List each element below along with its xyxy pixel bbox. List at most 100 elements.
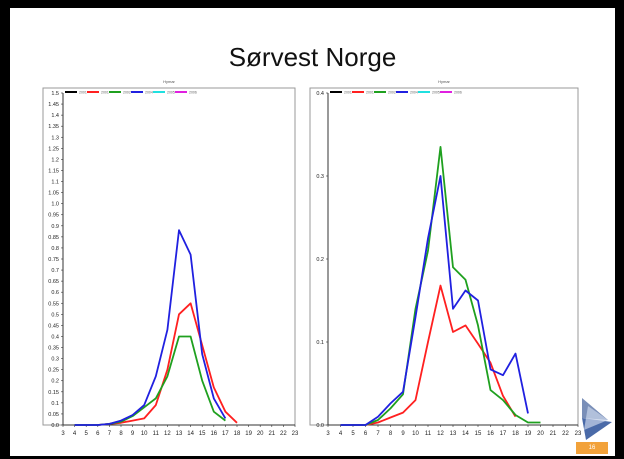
- x-tick-label: 11: [153, 431, 160, 437]
- x-tick-label: 19: [525, 431, 532, 437]
- y-tick-label: 0.3: [316, 174, 324, 180]
- x-tick-label: 20: [537, 431, 544, 437]
- x-tick-label: 15: [199, 431, 206, 437]
- x-tick-label: 18: [512, 431, 519, 437]
- x-tick-label: 15: [475, 431, 482, 437]
- y-tick-label: 0.9: [51, 224, 59, 230]
- y-tick-label: 1.5: [51, 91, 59, 97]
- legend-label: 2002: [123, 91, 131, 95]
- y-tick-label: 1.0: [51, 202, 59, 208]
- x-tick-label: 23: [575, 431, 582, 437]
- y-tick-label: 0.95: [48, 213, 59, 219]
- y-tick-label: 0.6: [51, 290, 59, 296]
- x-tick-label: 6: [96, 431, 100, 437]
- legend-label: 2001: [344, 91, 352, 95]
- series-line: [74, 229, 227, 426]
- y-tick-label: 0.35: [48, 346, 59, 352]
- y-tick-label: 0.85: [48, 235, 59, 241]
- x-tick-label: 12: [437, 431, 444, 437]
- y-tick-label: 1.2: [51, 157, 59, 163]
- y-tick-label: 1.1: [51, 180, 59, 186]
- x-tick-label: 13: [450, 431, 457, 437]
- chart-frame: [309, 87, 579, 426]
- slide: Sørvest Norge Hymar 0.0 0.05 0.1 0.15 0.2 0.25…: [10, 8, 615, 456]
- y-tick-label: 1.4: [51, 113, 59, 119]
- x-tick-label: 10: [141, 431, 148, 437]
- x-tick-label: 23: [292, 431, 299, 437]
- y-tick-label: 0.25: [48, 368, 59, 374]
- legend-label: 2005: [167, 91, 175, 95]
- x-tick-label: 16: [487, 431, 494, 437]
- legend-label: 2002: [388, 91, 396, 95]
- y-tick-label: 1.45: [48, 102, 59, 108]
- x-tick-label: 21: [550, 431, 557, 437]
- legend-label: 2001: [101, 91, 109, 95]
- y-tick-label: 0.55: [48, 301, 59, 307]
- y-tick-label: 0.0: [316, 423, 324, 429]
- y-tick-label: 0.8: [51, 246, 59, 252]
- x-tick-label: 22: [280, 431, 287, 437]
- y-tick-label: 0.3: [51, 357, 59, 363]
- x-tick-label: 6: [364, 431, 368, 437]
- x-tick-label: 7: [108, 431, 112, 437]
- x-tick-label: 10: [412, 431, 419, 437]
- y-tick-label: 1.3: [51, 135, 59, 141]
- y-tick-label: 0.15: [48, 390, 59, 396]
- y-tick-label: 1.15: [48, 168, 59, 174]
- x-tick-label: 4: [73, 431, 77, 437]
- legend-label: 2006: [189, 91, 197, 95]
- y-tick-label: 0.75: [48, 257, 59, 263]
- x-tick-label: 13: [176, 431, 183, 437]
- x-tick-label: 17: [500, 431, 507, 437]
- page-number: 16: [576, 442, 608, 454]
- legend-label: 2001: [366, 91, 374, 95]
- x-tick-label: 12: [164, 431, 171, 437]
- x-tick-label: 14: [187, 431, 194, 437]
- x-tick-label: 22: [562, 431, 569, 437]
- y-tick-label: 1.25: [48, 146, 59, 152]
- x-tick-label: 3: [326, 431, 330, 437]
- series-line: [340, 175, 529, 426]
- x-tick-label: 8: [119, 431, 123, 437]
- legend-label: 2001: [79, 91, 87, 95]
- y-tick-label: 0.0: [51, 423, 59, 429]
- y-tick-label: 0.1: [51, 401, 59, 407]
- x-tick-label: 19: [245, 431, 252, 437]
- x-tick-label: 20: [257, 431, 264, 437]
- y-tick-label: 0.4: [316, 91, 324, 97]
- x-tick-label: 3: [61, 431, 65, 437]
- x-tick-label: 16: [210, 431, 217, 437]
- x-tick-label: 5: [85, 431, 89, 437]
- chart-2: Hymar 0.0 0.1 0.2 0.3 0.4 3 4 5 6 7 8 9 10 11 12 13 14 15 1…: [309, 79, 582, 437]
- y-tick-label: 0.7: [51, 268, 59, 274]
- legend-label: 2006: [454, 91, 462, 95]
- y-tick-label: 0.65: [48, 279, 59, 285]
- y-tick-label: 0.4: [51, 334, 59, 340]
- x-tick-label: 9: [401, 431, 405, 437]
- x-tick-label: 5: [351, 431, 355, 437]
- chart-frame: [42, 87, 296, 426]
- charts-canvas: Hymar0.00.050.10.150.20.250.30.350.40.45…: [42, 79, 582, 437]
- y-tick-label: 0.45: [48, 323, 59, 329]
- x-tick-label: 7: [376, 431, 380, 437]
- legend-label: 2005: [432, 91, 440, 95]
- y-tick-label: 0.1: [316, 340, 324, 346]
- x-tick-label: 11: [425, 431, 432, 437]
- chart-1: Hymar 0.0 0.05 0.1 0.15 0.2 0.25 0.3 0.35 0.4 0.45…: [42, 79, 299, 437]
- x-tick-label: 17: [222, 431, 229, 437]
- x-tick-label: 8: [389, 431, 393, 437]
- legend-label: 2004: [145, 91, 153, 95]
- x-tick-label: 14: [462, 431, 469, 437]
- y-tick-label: 0.2: [51, 379, 59, 385]
- y-tick-label: 0.2: [316, 257, 324, 263]
- y-tick-label: 1.35: [48, 124, 59, 130]
- y-tick-label: 0.5: [51, 312, 59, 318]
- chart-title: Hymar: [163, 79, 175, 84]
- chart-title: Hymar: [438, 79, 450, 84]
- series-line: [340, 146, 541, 426]
- slide-title: Sørvest Norge: [228, 42, 397, 72]
- x-tick-label: 4: [339, 431, 343, 437]
- y-tick-label: 1.05: [48, 191, 59, 197]
- company-logo-icon: [582, 398, 612, 440]
- legend-label: 2004: [410, 91, 418, 95]
